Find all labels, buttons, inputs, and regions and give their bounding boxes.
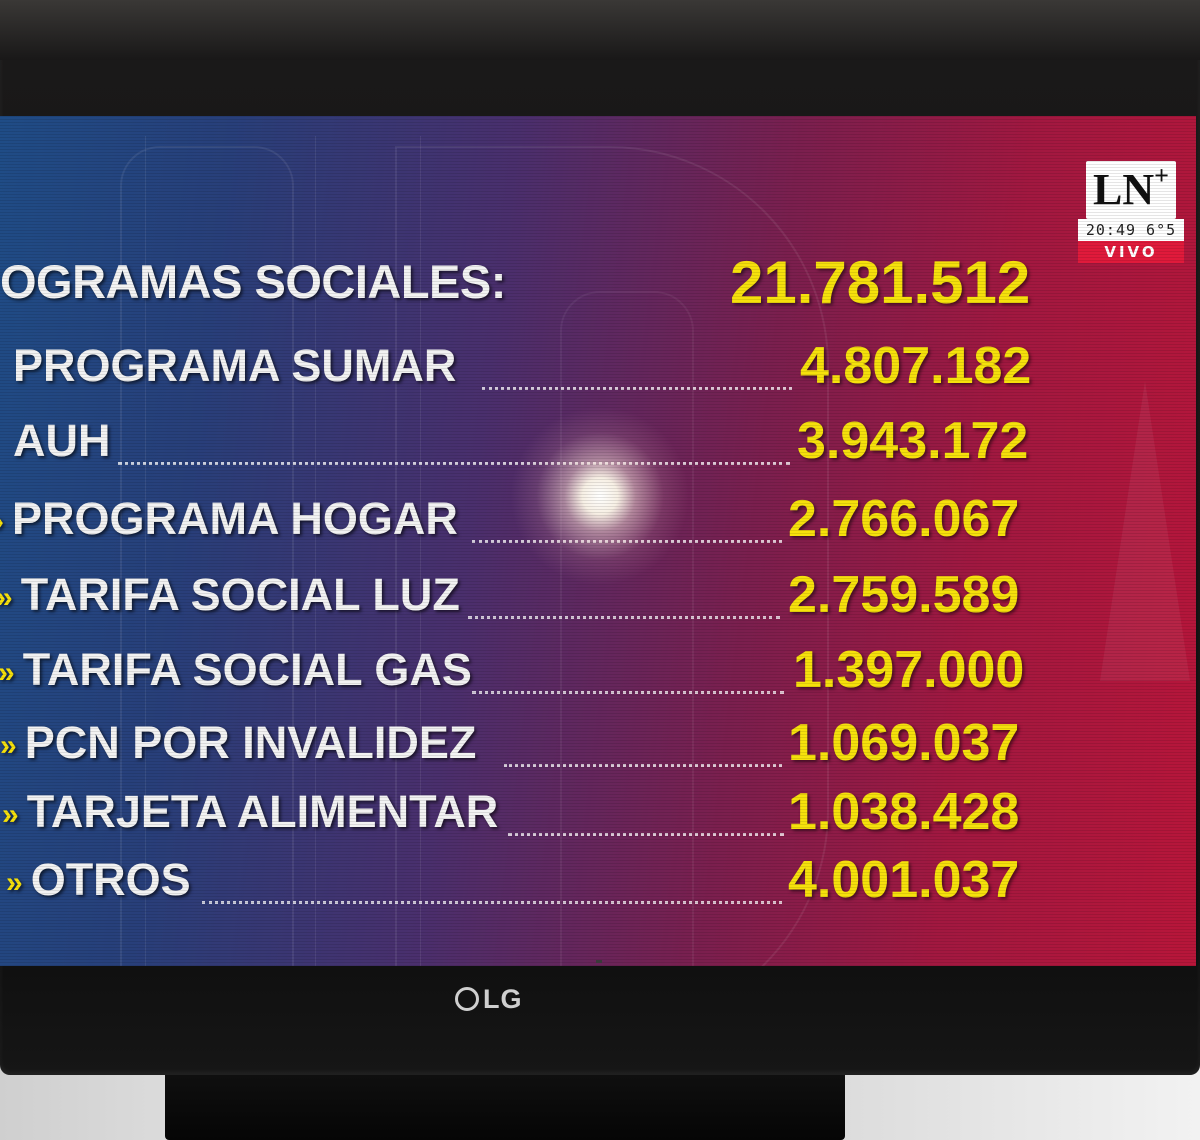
dotted-leader: [482, 387, 792, 390]
list-item: » OTROS 4.001.037: [0, 850, 1070, 910]
decor-triangle: [1100, 381, 1190, 681]
row-label-text: PCN POR INVALIDEZ: [24, 717, 477, 768]
row-label-text: TARIFA SOCIAL GAS: [22, 644, 472, 695]
row-label-text: PROGRAMA HOGAR: [12, 493, 458, 544]
row-value: 1.397.000: [793, 641, 1025, 699]
decor-line: [420, 136, 421, 966]
live-badge: VIVO: [1078, 241, 1184, 263]
dotted-leader: [202, 901, 782, 904]
chevron-icon: »: [2, 798, 19, 832]
dotted-leader: [508, 833, 784, 836]
decor-letter-d: [395, 146, 829, 966]
row-label: » PCN POR INVALIDEZ: [0, 713, 476, 776]
list-item: PROGRAMA SUMAR 4.807.182: [0, 336, 1070, 396]
logo-text: LN: [1093, 165, 1155, 214]
row-label: »TARIFA SOCIAL GAS: [0, 640, 472, 703]
row-value: 1.038.428: [788, 783, 1020, 841]
row-value: 4.807.182: [800, 337, 1032, 395]
channel-logo: LN+ 20:49 6°5 VIVO: [1078, 161, 1184, 269]
decor-line: [315, 136, 316, 966]
list-item: » TARJETA ALIMENTAR 1.038.428: [0, 782, 1070, 842]
list-item: AUH 3.943.172: [0, 411, 1070, 471]
temperature: 6°5: [1146, 221, 1177, 239]
time-temperature: 20:49 6°5: [1078, 219, 1184, 241]
dotted-leader: [504, 764, 782, 767]
dotted-leader: [468, 616, 780, 619]
row-label: »TARIFA SOCIAL LUZ: [0, 565, 460, 628]
row-value: 4.001.037: [788, 851, 1020, 909]
chevron-icon: »: [0, 729, 17, 763]
chevron-icon: »: [0, 581, 13, 614]
graphic-title: OGRAMAS SOCIALES:: [0, 255, 506, 308]
row-value: 2.759.589: [788, 566, 1020, 624]
tv-brand-logo: LG: [455, 984, 523, 1015]
chevron-icon: »: [6, 866, 23, 900]
chevron-icon: ›: [0, 505, 4, 538]
logo-plus: +: [1154, 161, 1169, 190]
decor-shape: [560, 291, 694, 966]
row-label-text: PROGRAMA SUMAR: [13, 340, 457, 391]
chevron-icon: »: [0, 656, 15, 689]
power-led: [596, 960, 602, 963]
row-label-text: AUH: [13, 415, 111, 466]
row-label: » TARJETA ALIMENTAR: [2, 782, 498, 845]
row-label-text: TARIFA SOCIAL LUZ: [20, 569, 460, 620]
row-label-text: TARJETA ALIMENTAR: [26, 786, 499, 837]
list-item: »TARIFA SOCIAL GAS 1.397.000: [0, 640, 1070, 700]
tv-screen: LN+ 20:49 6°5 VIVO OGRAMAS SOCIALES: 21.…: [0, 116, 1196, 966]
row-label: PROGRAMA SUMAR: [5, 336, 456, 399]
row-label: AUH: [5, 411, 111, 474]
dotted-leader: [472, 691, 784, 694]
brand-text: LG: [483, 984, 523, 1014]
clock-time: 20:49: [1085, 221, 1137, 239]
row-value: 2.766.067: [788, 490, 1020, 548]
row-value: 1.069.037: [788, 714, 1020, 772]
row-value: 3.943.172: [797, 412, 1029, 470]
list-item: » PCN POR INVALIDEZ 1.069.037: [0, 713, 1070, 773]
row-label: ›PROGRAMA HOGAR: [0, 489, 458, 552]
tv-bezel: LN+ 20:49 6°5 VIVO OGRAMAS SOCIALES: 21.…: [0, 0, 1200, 1075]
camera-flash-glare: [510, 406, 690, 586]
decor-line: [145, 136, 146, 966]
row-label-text: OTROS: [30, 854, 191, 905]
decor-shape: [120, 146, 294, 966]
list-item: »TARIFA SOCIAL LUZ 2.759.589: [0, 565, 1070, 625]
graphic-total: 21.781.512: [730, 249, 1031, 316]
dotted-leader: [118, 462, 790, 465]
ln-logo-icon: LN+: [1086, 161, 1176, 219]
lg-circle-icon: [455, 986, 479, 1011]
row-label: » OTROS: [6, 850, 191, 913]
